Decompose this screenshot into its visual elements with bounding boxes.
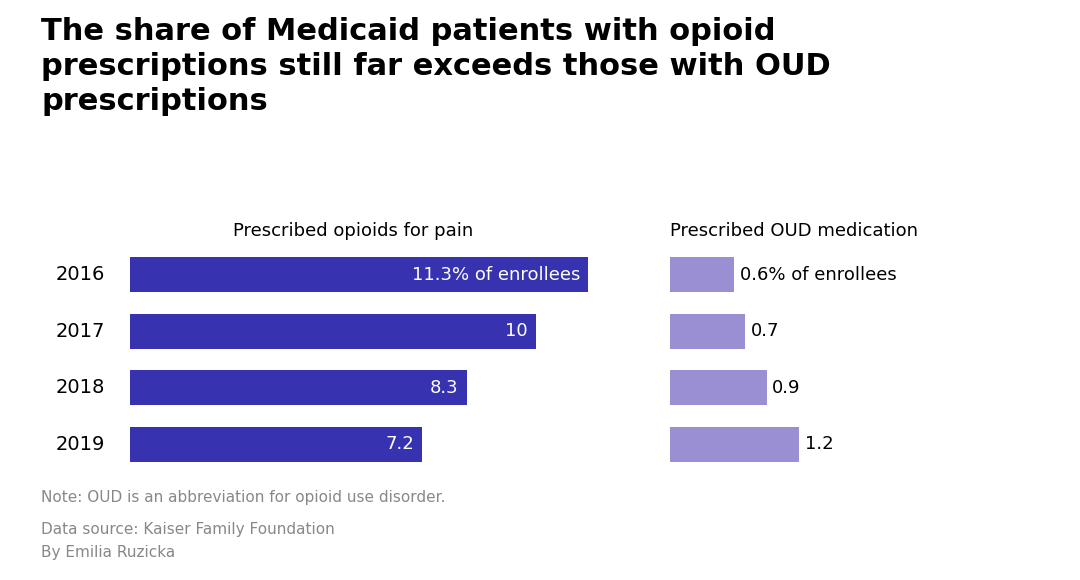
- Bar: [130, 427, 422, 462]
- Bar: [670, 427, 799, 462]
- Bar: [670, 371, 767, 405]
- Bar: [130, 371, 467, 405]
- Text: The share of Medicaid patients with opioid
prescriptions still far exceeds those: The share of Medicaid patients with opio…: [41, 17, 831, 116]
- Text: 2019: 2019: [56, 435, 105, 454]
- Text: 2016: 2016: [56, 265, 105, 284]
- Text: 11.3% of enrollees: 11.3% of enrollees: [411, 266, 580, 284]
- Text: Data source: Kaiser Family Foundation: Data source: Kaiser Family Foundation: [41, 522, 335, 537]
- Text: 7.2: 7.2: [386, 436, 414, 454]
- Text: 2017: 2017: [56, 322, 105, 341]
- Text: 2018: 2018: [56, 378, 105, 397]
- Bar: [670, 314, 745, 349]
- Bar: [130, 314, 536, 349]
- Bar: [130, 257, 589, 292]
- Text: Prescribed OUD medication: Prescribed OUD medication: [670, 222, 918, 240]
- Bar: [670, 257, 734, 292]
- Text: 0.7: 0.7: [751, 322, 779, 340]
- Text: 10: 10: [505, 322, 527, 340]
- Text: 8.3: 8.3: [430, 379, 459, 397]
- Text: By Emilia Ruzicka: By Emilia Ruzicka: [41, 545, 175, 560]
- Text: 0.9: 0.9: [772, 379, 800, 397]
- Text: 0.6% of enrollees: 0.6% of enrollees: [740, 266, 896, 284]
- Text: Prescribed opioids for pain: Prescribed opioids for pain: [233, 222, 473, 240]
- Text: 1.2: 1.2: [805, 436, 834, 454]
- Text: Note: OUD is an abbreviation for opioid use disorder.: Note: OUD is an abbreviation for opioid …: [41, 490, 446, 505]
